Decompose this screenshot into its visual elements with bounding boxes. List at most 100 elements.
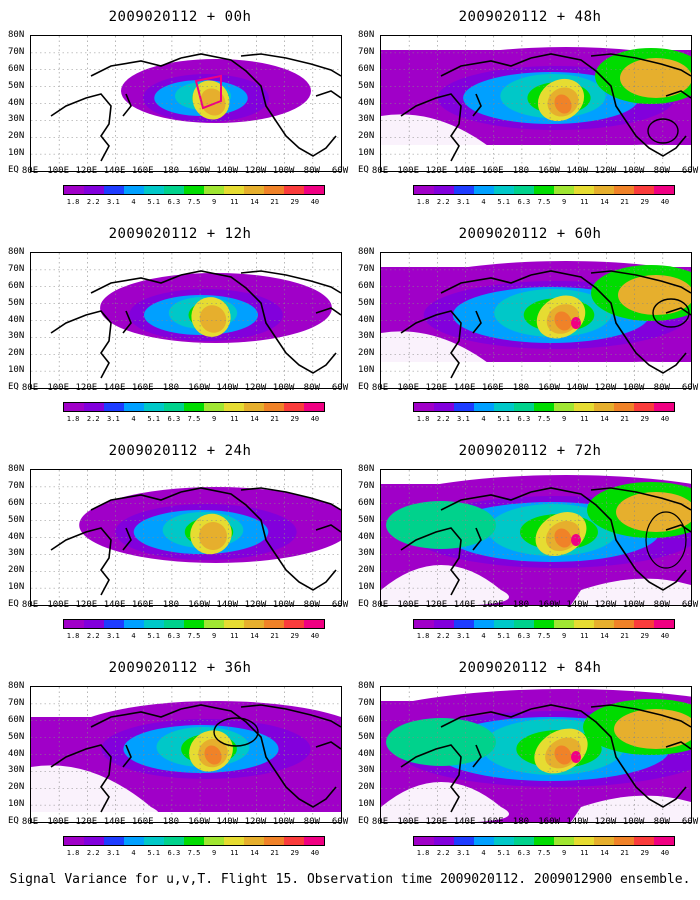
lon-label: 160E bbox=[481, 817, 504, 827]
colorbar-label: 14 bbox=[250, 198, 259, 206]
colorbar-swatch bbox=[244, 837, 264, 845]
panel-title: 2009020112 + 36h bbox=[108, 660, 252, 676]
lat-label: 30N bbox=[8, 331, 25, 342]
colorbar-swatch bbox=[494, 620, 514, 628]
lon-label: 160W bbox=[538, 817, 560, 827]
colorbar-swatch bbox=[264, 620, 284, 628]
colorbar-swatch bbox=[304, 837, 324, 845]
colorbar-swatch bbox=[494, 403, 514, 411]
lon-label: 160W bbox=[188, 600, 210, 610]
lon-label: 100E bbox=[47, 600, 70, 610]
colorbar-swatch bbox=[224, 403, 244, 411]
lon-label: 160W bbox=[538, 600, 560, 610]
colorbar bbox=[413, 836, 675, 846]
map-plot bbox=[30, 35, 342, 172]
colorbar-swatch bbox=[124, 186, 144, 194]
colorbar-swatch bbox=[284, 186, 304, 194]
colorbar-swatch bbox=[184, 403, 204, 411]
colorbar-swatch bbox=[514, 186, 534, 194]
colorbar-swatch bbox=[534, 837, 554, 845]
colorbar bbox=[413, 185, 675, 195]
colorbar-swatch bbox=[534, 186, 554, 194]
colorbar-label: 2.2 bbox=[86, 849, 100, 857]
colorbar-label: 11 bbox=[580, 849, 589, 857]
lat-label: 40N bbox=[358, 748, 375, 759]
colorbar-label: 7.5 bbox=[187, 849, 201, 857]
colorbar-swatch bbox=[434, 403, 454, 411]
lon-label: 60W bbox=[331, 817, 349, 827]
lat-label: 10N bbox=[358, 582, 375, 593]
lon-label: 140W bbox=[566, 166, 589, 176]
colorbar-label: 3.1 bbox=[457, 849, 470, 857]
colorbar-label: 29 bbox=[290, 632, 299, 640]
colorbar-label: 2.2 bbox=[86, 632, 100, 640]
colorbar-label: 21 bbox=[620, 198, 629, 206]
colorbar-swatch bbox=[224, 837, 244, 845]
colorbar-label: 3.1 bbox=[457, 198, 470, 206]
colorbar-swatch bbox=[574, 620, 594, 628]
lon-label: 120E bbox=[75, 383, 98, 393]
colorbar-label: 29 bbox=[290, 415, 299, 423]
colorbar-label: 11 bbox=[580, 198, 589, 206]
lat-label: 10N bbox=[8, 365, 25, 376]
colorbar-swatch bbox=[204, 620, 224, 628]
lon-label: 120E bbox=[425, 817, 448, 827]
colorbar-swatch bbox=[594, 620, 614, 628]
colorbar-label: 11 bbox=[230, 198, 239, 206]
lon-label: 80E bbox=[371, 817, 389, 827]
lon-label: 180 bbox=[162, 166, 180, 176]
lon-label: 140E bbox=[103, 383, 126, 393]
lon-label: 80E bbox=[21, 383, 39, 393]
colorbar-label: 40 bbox=[310, 415, 320, 423]
lon-label: 180 bbox=[512, 383, 530, 393]
coastline-icon bbox=[50, 270, 341, 379]
lon-label: 80E bbox=[21, 817, 39, 827]
colorbar-label: 11 bbox=[230, 415, 239, 423]
lon-label: 80E bbox=[371, 383, 389, 393]
colorbar-swatch bbox=[414, 186, 434, 194]
colorbar-swatch bbox=[594, 403, 614, 411]
lat-label: EQ bbox=[358, 165, 369, 175]
lon-label: 160E bbox=[481, 600, 504, 610]
map-panel: 2009020112 + 24h 80N 70N 60N 50N 40N 30N 20N 10N… bbox=[8, 439, 350, 654]
colorbar-label: 1.8 bbox=[416, 415, 430, 423]
colorbar-swatch bbox=[454, 620, 474, 628]
lat-label: 10N bbox=[358, 365, 375, 376]
lat-label: EQ bbox=[358, 599, 369, 609]
colorbar-label: 11 bbox=[230, 632, 239, 640]
colorbar-swatch bbox=[614, 186, 634, 194]
lat-label: 50N bbox=[358, 80, 375, 91]
panel-title: 2009020112 + 24h bbox=[108, 443, 252, 459]
lat-label: 70N bbox=[8, 263, 25, 274]
colorbar-swatch bbox=[634, 186, 654, 194]
colorbar-swatch bbox=[204, 837, 224, 845]
colorbar-swatch bbox=[554, 186, 574, 194]
map-panel: 2009020112 + 36h 80N 70N 60N 50N 40N 30N 20N 10N… bbox=[8, 656, 350, 871]
lat-label: 20N bbox=[8, 131, 25, 142]
colorbar-swatch bbox=[414, 620, 434, 628]
colorbar-label: 3.1 bbox=[107, 849, 120, 857]
colorbar-label: 5.1 bbox=[147, 632, 161, 640]
map-plot bbox=[380, 35, 692, 172]
colorbar-swatch bbox=[614, 837, 634, 845]
lat-label: 50N bbox=[358, 731, 375, 742]
lat-label: 10N bbox=[8, 799, 25, 810]
lon-label: 140E bbox=[103, 600, 126, 610]
colorbar-swatch bbox=[84, 186, 104, 194]
lat-label: EQ bbox=[8, 816, 19, 826]
lat-label: 80N bbox=[8, 247, 25, 257]
colorbar-swatch bbox=[304, 403, 324, 411]
map-plot bbox=[380, 686, 692, 823]
colorbar-swatch bbox=[614, 620, 634, 628]
lon-label: 160E bbox=[131, 166, 154, 176]
colorbar-label: 1.8 bbox=[416, 632, 430, 640]
colorbar-label: 14 bbox=[250, 415, 259, 423]
colorbar-label: 7.5 bbox=[537, 198, 551, 206]
colorbar-label: 7.5 bbox=[187, 198, 201, 206]
lon-label: 80W bbox=[653, 600, 670, 610]
lat-label: 60N bbox=[8, 280, 25, 291]
lon-label: 160E bbox=[481, 166, 504, 176]
circle-marker-icon bbox=[213, 717, 259, 747]
colorbar-label: 29 bbox=[640, 198, 649, 206]
colorbar-swatch bbox=[244, 186, 264, 194]
